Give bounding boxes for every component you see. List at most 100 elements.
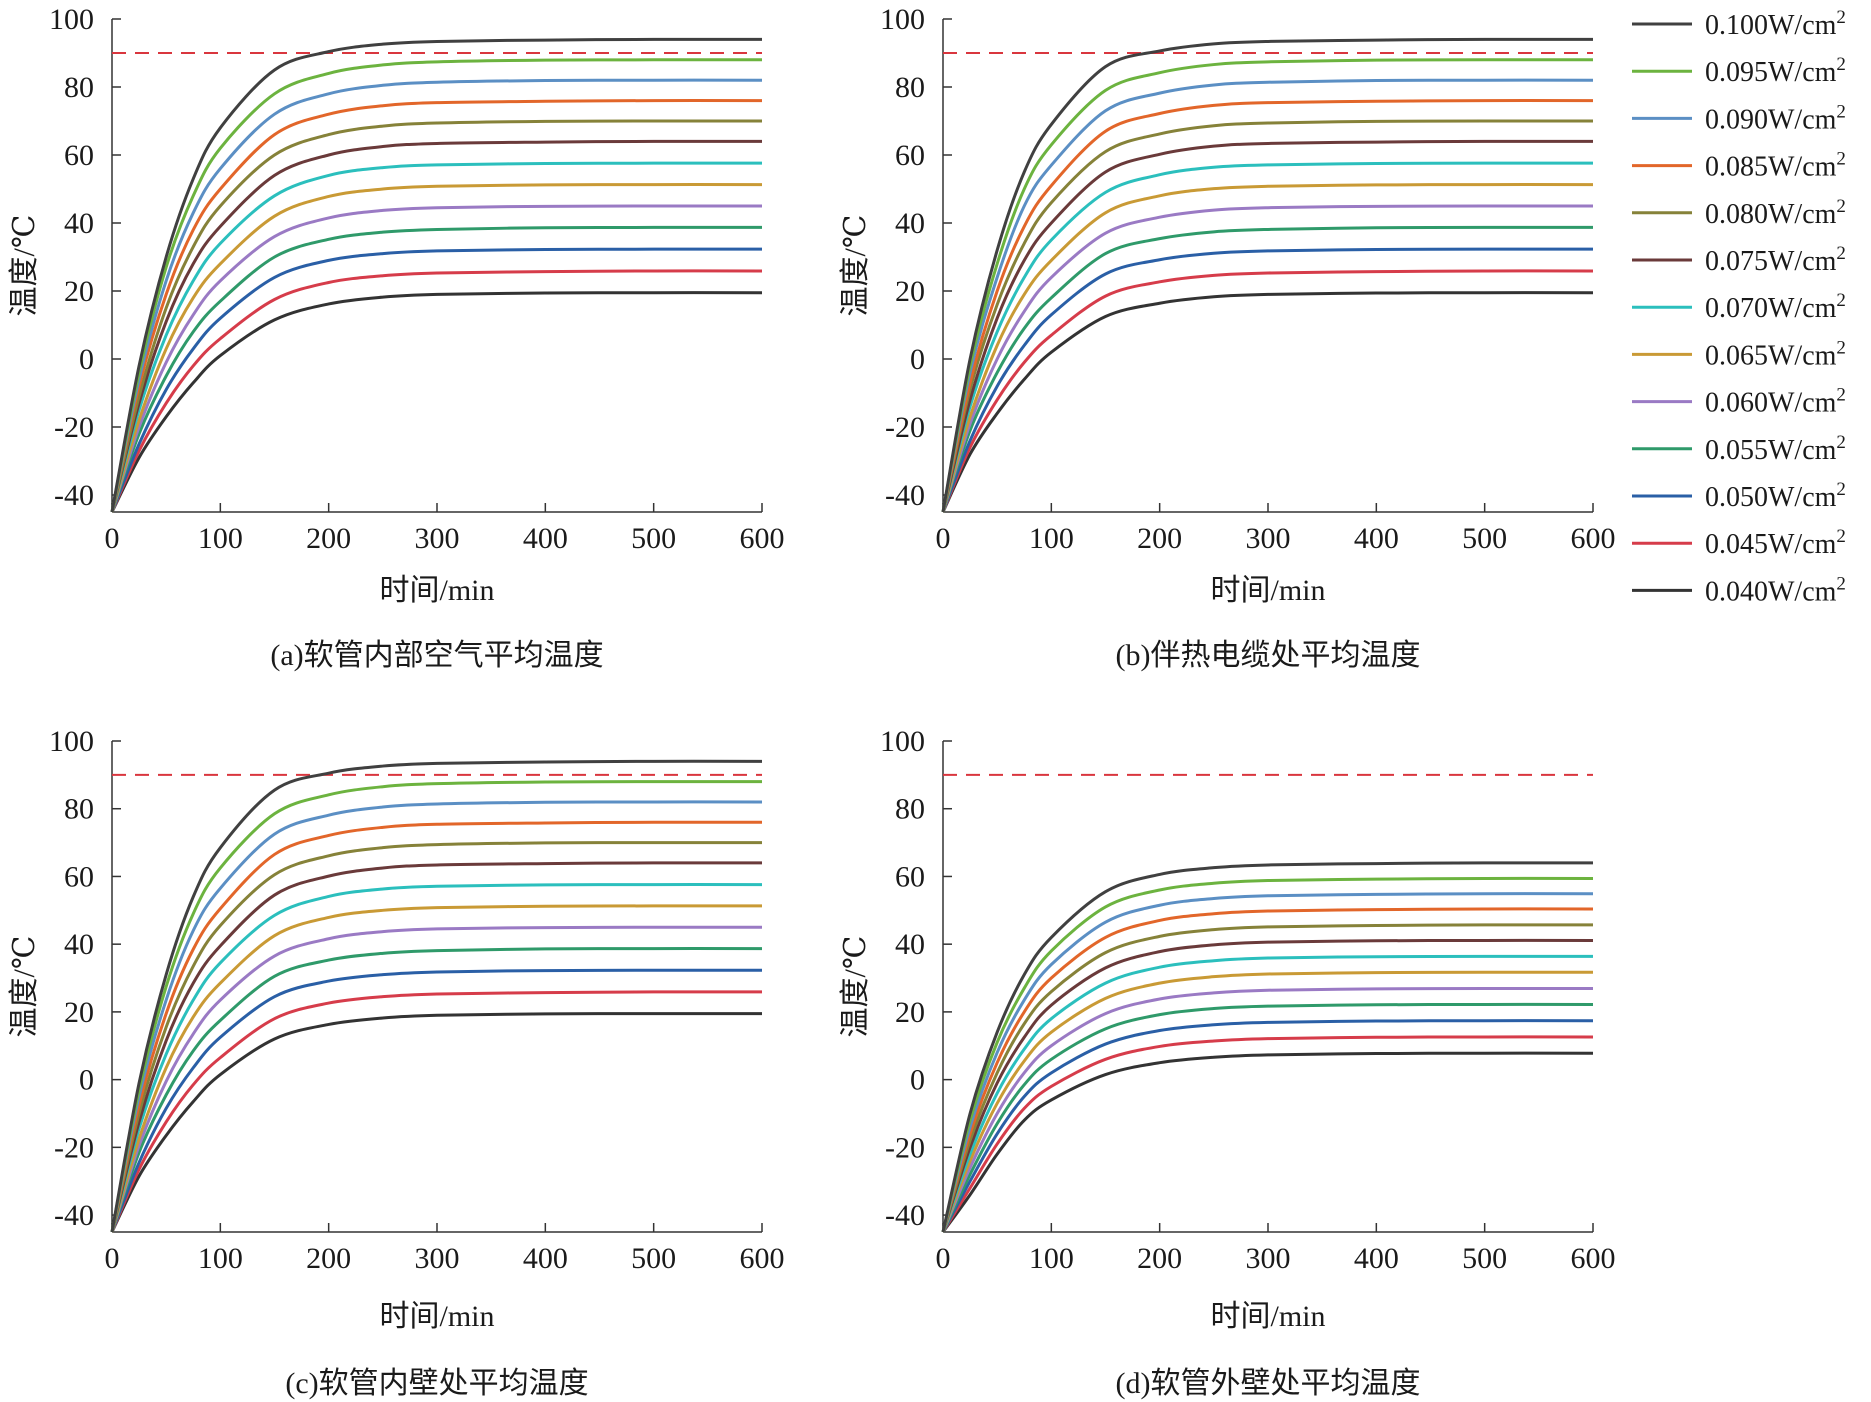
series-line-0-080w-cm2 (110, 119, 763, 513)
y-tick-label: 100 (880, 725, 925, 758)
series-line-0-085w-cm2 (941, 99, 1594, 513)
x-tick-label: 500 (1462, 1242, 1507, 1275)
legend-label: 0.085W/cm2 (1705, 149, 1846, 183)
series-line-0-095w-cm2 (110, 58, 763, 513)
x-tick-label: 100 (198, 1242, 243, 1275)
x-tick-label: 300 (415, 1242, 460, 1275)
series-line-0-060w-cm2 (941, 987, 1594, 1233)
x-tick-label: 400 (523, 522, 568, 555)
series-line-0-080w-cm2 (110, 841, 763, 1233)
series-line-0-045w-cm2 (110, 269, 763, 513)
y-tick-label: 60 (64, 139, 94, 172)
series-line-0-065w-cm2 (941, 970, 1594, 1233)
x-tick-label: 400 (1354, 1242, 1399, 1275)
panel-caption: (c)软管内壁处平均温度 (285, 1367, 588, 1400)
legend-item: 0.065W/cm2 (1632, 337, 1846, 371)
x-tick-label: 300 (1246, 1242, 1291, 1275)
series-line-0-090w-cm2 (941, 78, 1594, 513)
series-line-0-055w-cm2 (110, 225, 763, 513)
series-group (941, 861, 1594, 1233)
series-line-0-050w-cm2 (110, 968, 763, 1233)
series-group (941, 37, 1594, 513)
y-tick-label: 60 (64, 860, 94, 893)
series-line-0-095w-cm2 (110, 780, 763, 1233)
y-tick-label: 60 (895, 860, 925, 893)
y-tick-label: 40 (895, 207, 925, 240)
y-tick-label: -40 (885, 479, 925, 512)
y-tick-label: -40 (885, 1199, 925, 1232)
chart-panel-b: -40 -20 0 20 40 60 80 100 0 100 200 300 400 500 600 时间/… (839, 3, 1616, 672)
x-tick-label: 200 (306, 1242, 351, 1275)
x-tick-label: 100 (198, 522, 243, 555)
y-tick-label: 80 (64, 793, 94, 826)
legend-label: 0.095W/cm2 (1705, 54, 1846, 88)
x-tick-label: 200 (1137, 1242, 1182, 1275)
x-axis-title: 时间/min (379, 1300, 494, 1333)
chart-panel-d: -40 -20 0 20 40 60 80 100 0 100 200 300 400 500 600 时间/… (839, 725, 1616, 1400)
legend-label: 0.055W/cm2 (1705, 432, 1846, 466)
y-axis-title: 温度/℃ (839, 215, 872, 317)
x-tick-label: 500 (631, 1242, 676, 1275)
series-line-0-060w-cm2 (110, 204, 763, 513)
legend-item: 0.060W/cm2 (1632, 385, 1846, 419)
x-tick-label: 200 (306, 522, 351, 555)
series-line-0-100w-cm2 (110, 759, 763, 1233)
x-tick-label: 100 (1029, 1242, 1074, 1275)
panel-caption: (a)软管内部空气平均温度 (270, 639, 603, 672)
y-tick-label: 40 (64, 207, 94, 240)
y-tick-label: 0 (910, 343, 925, 376)
series-line-0-095w-cm2 (941, 58, 1594, 513)
y-axis-title: 温度/℃ (839, 936, 872, 1038)
series-line-0-055w-cm2 (110, 947, 763, 1233)
series-line-0-070w-cm2 (941, 161, 1594, 513)
y-tick-label: 80 (895, 71, 925, 104)
series-line-0-050w-cm2 (941, 247, 1594, 513)
series-line-0-090w-cm2 (941, 892, 1594, 1233)
series-line-0-060w-cm2 (110, 925, 763, 1233)
x-axis-title: 时间/min (379, 574, 494, 607)
series-line-0-070w-cm2 (941, 954, 1594, 1233)
y-axis-title: 温度/℃ (8, 215, 41, 317)
legend-item: 0.050W/cm2 (1632, 479, 1846, 513)
x-tick-label: 600 (740, 1242, 785, 1275)
y-tick-label: 60 (895, 139, 925, 172)
legend-item: 0.055W/cm2 (1632, 432, 1846, 466)
series-line-0-100w-cm2 (941, 37, 1594, 513)
x-tick-label: 0 (936, 1242, 951, 1275)
legend: 0.100W/cm2 0.095W/cm2 0.090W/cm2 0.085W/cm2… (1632, 7, 1846, 607)
series-line-0-075w-cm2 (941, 139, 1594, 513)
series-line-0-090w-cm2 (110, 78, 763, 513)
legend-label: 0.090W/cm2 (1705, 101, 1846, 135)
x-tick-label: 400 (523, 1242, 568, 1275)
series-line-0-095w-cm2 (941, 876, 1594, 1233)
series-line-0-055w-cm2 (941, 225, 1594, 513)
legend-item: 0.075W/cm2 (1632, 243, 1846, 277)
legend-label: 0.050W/cm2 (1705, 479, 1846, 513)
series-line-0-045w-cm2 (941, 1035, 1594, 1233)
series-line-0-070w-cm2 (110, 161, 763, 513)
x-tick-label: 600 (1571, 522, 1616, 555)
legend-label: 0.060W/cm2 (1705, 385, 1846, 419)
y-tick-label: 0 (79, 1064, 94, 1097)
legend-item: 0.100W/cm2 (1632, 7, 1846, 41)
legend-item: 0.040W/cm2 (1632, 573, 1846, 607)
y-tick-label: -20 (885, 411, 925, 444)
series-line-0-065w-cm2 (110, 904, 763, 1233)
y-tick-label: 80 (895, 793, 925, 826)
series-line-0-085w-cm2 (110, 99, 763, 513)
y-tick-label: 100 (880, 3, 925, 36)
chart-panel-a: -40 -20 0 20 40 60 80 100 0 100 200 300 400 500 600 时间/… (8, 3, 785, 672)
series-line-0-050w-cm2 (941, 1019, 1594, 1233)
series-line-0-065w-cm2 (110, 183, 763, 513)
x-tick-label: 500 (1462, 522, 1507, 555)
panel-caption: (b)伴热电缆处平均温度 (1116, 639, 1421, 672)
series-line-0-100w-cm2 (941, 861, 1594, 1233)
legend-item: 0.090W/cm2 (1632, 101, 1846, 135)
y-tick-label: 0 (79, 343, 94, 376)
x-tick-label: 300 (415, 522, 460, 555)
y-tick-label: 100 (49, 725, 94, 758)
x-tick-label: 0 (936, 522, 951, 555)
y-tick-label: -40 (54, 479, 94, 512)
x-tick-label: 200 (1137, 522, 1182, 555)
